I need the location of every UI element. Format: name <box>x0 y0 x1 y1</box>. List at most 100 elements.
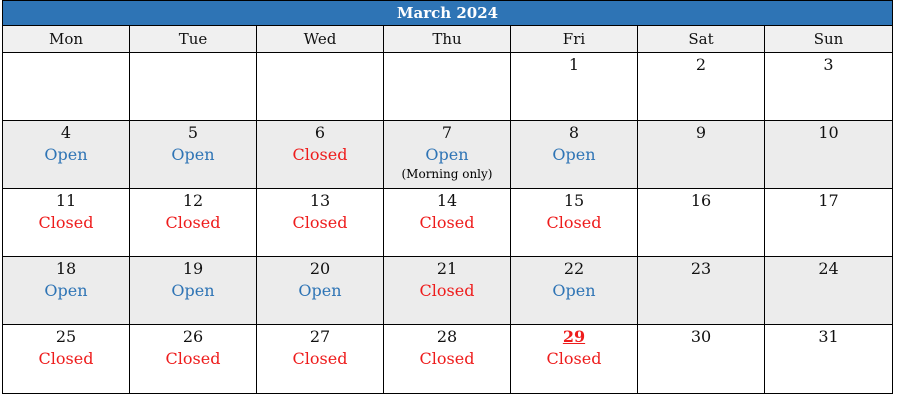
day-number: 27 <box>309 327 331 346</box>
day-number: 30 <box>690 327 712 346</box>
day-number: 12 <box>182 191 204 210</box>
day-status: Closed <box>292 145 348 164</box>
day-number: 16 <box>690 191 712 210</box>
day-number <box>384 55 510 75</box>
day-number: 9 <box>695 123 707 142</box>
day-status: Closed <box>419 349 475 368</box>
week-row: 11 Closed 12 Closed 13 Closed 14 Closed 15 Closed… <box>3 189 892 257</box>
day-number: 2 <box>695 55 707 74</box>
day-cell[interactable]: 4 Open <box>3 121 130 189</box>
day-cell[interactable]: 30 <box>638 325 765 393</box>
day-status: Closed <box>165 349 221 368</box>
day-cell[interactable]: 6 Closed <box>257 121 384 189</box>
weekday-header-fri: Fri <box>511 26 638 53</box>
day-number: 20 <box>309 259 331 278</box>
day-number: 10 <box>818 123 839 142</box>
day-number: 13 <box>309 191 331 210</box>
day-cell[interactable]: 24 <box>765 257 892 325</box>
day-number: 24 <box>818 259 839 278</box>
weekday-header-sun: Sun <box>765 26 892 53</box>
weekday-header-mon: Mon <box>3 26 130 53</box>
day-cell[interactable]: 11 Closed <box>3 189 130 257</box>
day-cell[interactable]: 8 Open <box>511 121 638 189</box>
weekday-header-wed: Wed <box>257 26 384 53</box>
day-cell[interactable]: 16 <box>638 189 765 257</box>
day-cell[interactable]: 12 Closed <box>130 189 257 257</box>
day-status: Closed <box>546 213 602 232</box>
day-cell <box>257 53 384 121</box>
day-cell[interactable]: 23 <box>638 257 765 325</box>
day-status: Open <box>44 281 88 300</box>
day-number: 19 <box>182 259 204 278</box>
day-number: 5 <box>187 123 199 142</box>
day-status: Open <box>171 281 215 300</box>
day-number: 21 <box>436 259 458 278</box>
weekday-header-tue: Tue <box>130 26 257 53</box>
day-cell[interactable]: 17 <box>765 189 892 257</box>
day-cell[interactable]: 3 <box>765 53 892 121</box>
day-cell[interactable]: 20 Open <box>257 257 384 325</box>
day-status: Open <box>171 145 215 164</box>
weekday-header-thu: Thu <box>384 26 511 53</box>
day-number: 28 <box>436 327 458 346</box>
day-cell[interactable]: 25 Closed <box>3 325 130 393</box>
day-note: (Morning only) <box>401 167 493 181</box>
day-status: Closed <box>38 213 94 232</box>
day-number: 6 <box>314 123 326 142</box>
day-cell[interactable]: 10 <box>765 121 892 189</box>
calendar-body: 1 2 3 4 Open 5 Open 6 Closed 7 Open (Morning only) 8… <box>3 53 892 393</box>
day-cell[interactable]: 19 Open <box>130 257 257 325</box>
day-status: Open <box>552 281 596 300</box>
day-cell[interactable]: 31 <box>765 325 892 393</box>
day-number: 11 <box>55 191 77 210</box>
day-cell[interactable]: 27 Closed <box>257 325 384 393</box>
week-row: 1 2 3 <box>3 53 892 121</box>
day-cell[interactable]: 18 Open <box>3 257 130 325</box>
day-cell[interactable]: 22 Open <box>511 257 638 325</box>
day-cell[interactable]: 1 <box>511 53 638 121</box>
day-cell[interactable]: 13 Closed <box>257 189 384 257</box>
day-number: 23 <box>690 259 712 278</box>
day-number <box>257 55 383 75</box>
day-cell[interactable]: 26 Closed <box>130 325 257 393</box>
day-number: 31 <box>818 327 839 346</box>
day-number: 14 <box>436 191 458 210</box>
day-cell[interactable]: 7 Open (Morning only) <box>384 121 511 189</box>
day-number: 4 <box>60 123 72 142</box>
day-number: 26 <box>182 327 204 346</box>
day-status: Open <box>298 281 342 300</box>
day-status: Open <box>425 145 469 164</box>
day-number: 22 <box>563 259 585 278</box>
day-number: 7 <box>441 123 453 142</box>
day-number <box>130 55 256 75</box>
day-number: 1 <box>568 55 580 74</box>
day-number: 15 <box>563 191 585 210</box>
day-cell[interactable]: 9 <box>638 121 765 189</box>
day-cell <box>130 53 257 121</box>
day-status: Closed <box>292 213 348 232</box>
day-status: Open <box>552 145 596 164</box>
day-status: Closed <box>419 281 475 300</box>
weekday-header-row: Mon Tue Wed Thu Fri Sat Sun <box>3 26 892 53</box>
day-status: Closed <box>165 213 221 232</box>
day-cell[interactable]: 28 Closed <box>384 325 511 393</box>
day-number: 17 <box>818 191 839 210</box>
day-cell[interactable]: 29 Closed <box>511 325 638 393</box>
day-number <box>3 55 129 75</box>
day-cell[interactable]: 5 Open <box>130 121 257 189</box>
day-cell[interactable]: 15 Closed <box>511 189 638 257</box>
day-cell[interactable]: 21 Closed <box>384 257 511 325</box>
day-cell <box>384 53 511 121</box>
week-row: 4 Open 5 Open 6 Closed 7 Open (Morning only) 8 Ope… <box>3 121 892 189</box>
day-status: Closed <box>38 349 94 368</box>
week-row: 18 Open 19 Open 20 Open 21 Closed 22 Open 23 24 <box>3 257 892 325</box>
day-number: 8 <box>568 123 580 142</box>
day-number: 3 <box>823 55 834 74</box>
day-number-highlighted: 29 <box>562 327 586 346</box>
day-cell[interactable]: 14 Closed <box>384 189 511 257</box>
week-row: 25 Closed 26 Closed 27 Closed 28 Closed 29 Closed… <box>3 325 892 393</box>
day-status: Closed <box>419 213 475 232</box>
calendar: March 2024 Mon Tue Wed Thu Fri Sat Sun 1… <box>2 0 893 394</box>
day-status: Open <box>44 145 88 164</box>
day-cell[interactable]: 2 <box>638 53 765 121</box>
